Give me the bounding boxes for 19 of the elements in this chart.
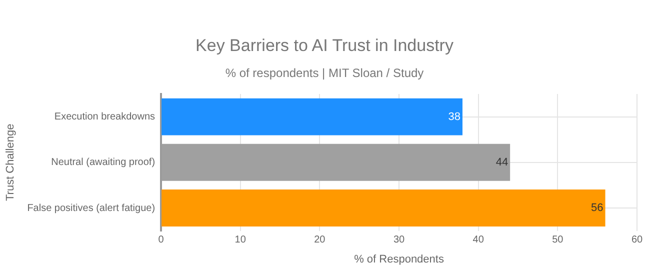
- y-tick-label: Execution breakdowns: [54, 112, 156, 123]
- data-label: 38: [448, 110, 460, 123]
- x-tick-label: 0: [158, 234, 164, 246]
- chart-subtitle: % of respondents | MIT Sloan / Study: [224, 66, 425, 80]
- chart-title: Key Barriers to AI Trust in Industry: [194, 36, 454, 56]
- y-tick-label: Neutral (awaiting proof): [51, 157, 156, 168]
- x-axis-title: % of Respondents: [354, 253, 444, 266]
- x-tick-label: 60: [631, 234, 643, 246]
- x-tick-label: 40: [472, 234, 484, 246]
- data-label: 56: [591, 202, 604, 214]
- x-tick-label: 50: [552, 234, 564, 246]
- x-tick-label: 10: [234, 234, 246, 246]
- data-label: 44: [496, 156, 508, 168]
- x-tick-label: 30: [393, 234, 406, 246]
- bar: [162, 190, 606, 226]
- x-tick-label: 20: [314, 234, 326, 246]
- y-tick-label: False positives (alert fatigue): [27, 202, 156, 214]
- bar: [162, 98, 462, 136]
- y-axis-title: Trust Challenge: [4, 124, 17, 202]
